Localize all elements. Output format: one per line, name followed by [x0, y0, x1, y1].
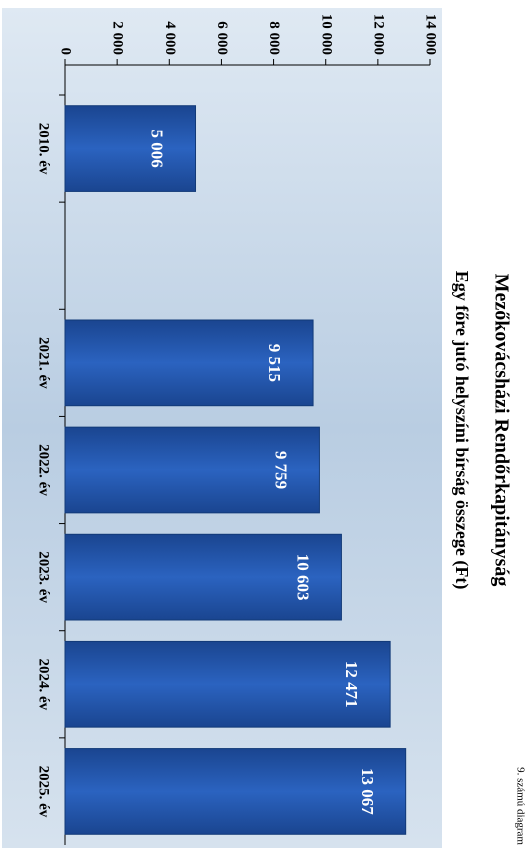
y-tick-label: 4 000	[162, 21, 178, 55]
y-tick-label: 0	[58, 48, 74, 56]
y-tick-label: 14 000	[423, 14, 439, 55]
value-label: 9 759	[272, 451, 291, 489]
value-label: 9 515	[265, 344, 284, 382]
bar	[64, 748, 407, 835]
bar	[64, 319, 314, 407]
chart-subtitle: Egy főre jutó helyszíni bírság összege (…	[451, 271, 472, 590]
x-tick-label: 2010. év	[36, 123, 52, 175]
value-label: 12 471	[342, 661, 361, 708]
bar	[64, 105, 197, 192]
bar	[64, 533, 342, 621]
y-tick-label: 8 000	[266, 21, 282, 55]
x-tick-label: 2025. év	[36, 766, 52, 818]
x-tick-label: 2024. év	[36, 658, 52, 710]
x-tick-label: 2022. év	[36, 444, 52, 496]
chart-title: Mezőkovácsházi Rendőrkapitányság	[490, 274, 512, 587]
value-label: 5 006	[148, 129, 167, 167]
bar	[64, 426, 320, 514]
y-tick-label: 12 000	[370, 14, 386, 55]
y-tick-label: 6 000	[214, 21, 230, 55]
x-tick-label: 2021. év	[36, 337, 52, 389]
value-label: 13 067	[358, 768, 377, 815]
y-tick-label: 10 000	[318, 14, 334, 55]
x-tick-label: 2023. év	[36, 551, 52, 603]
caption: 9. számú diagram	[514, 767, 526, 845]
bar	[64, 640, 391, 728]
y-tick-label: 2 000	[110, 21, 126, 55]
value-label: 10 603	[294, 554, 313, 601]
